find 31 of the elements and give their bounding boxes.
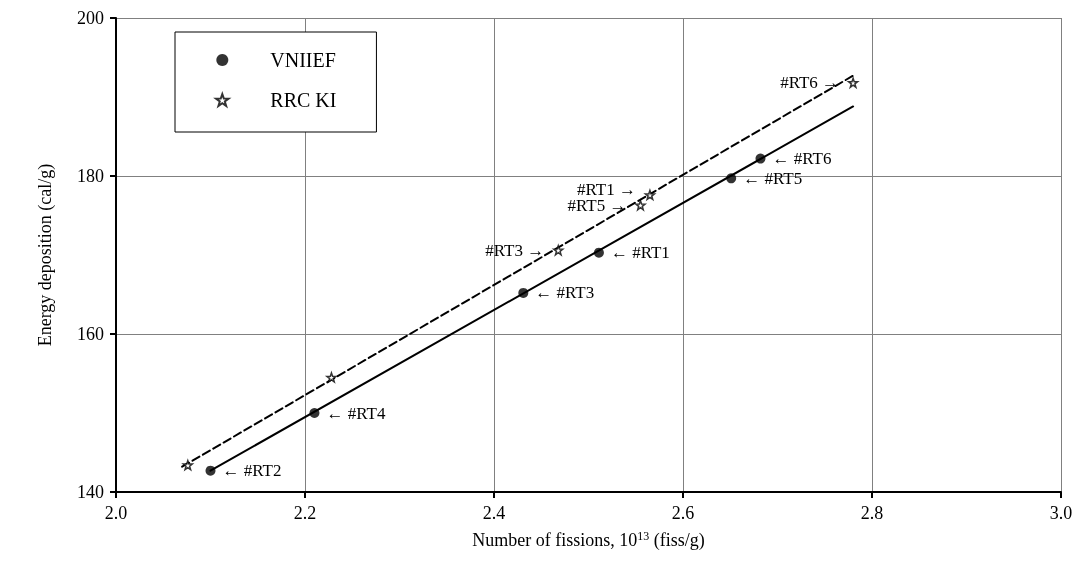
legend-label: RRC KI xyxy=(270,89,337,111)
point xyxy=(205,465,216,476)
x-tick-label: 3.0 xyxy=(1049,503,1073,523)
annotation: ← #RT5 xyxy=(743,168,803,188)
point xyxy=(518,287,529,298)
point xyxy=(309,408,320,418)
x-tick-label: 2.6 xyxy=(671,503,695,523)
x-tick-label: 2.2 xyxy=(293,503,317,523)
legend-label: VNIIEF xyxy=(270,49,336,71)
point xyxy=(644,189,656,201)
annotation: #RT6 → xyxy=(780,73,840,93)
x-tick-label: 2.4 xyxy=(482,503,506,523)
y-tick-label: 160 xyxy=(77,324,104,344)
annotation: ← #RT4 xyxy=(326,403,386,423)
point xyxy=(847,77,859,89)
point xyxy=(635,199,646,211)
x-tick-label: 2.0 xyxy=(104,503,128,523)
y-axis-title: Energy deposition (cal/g) xyxy=(35,163,56,347)
point xyxy=(182,459,194,471)
annotation: ← #RT3 xyxy=(535,283,595,303)
y-tick-label: 140 xyxy=(77,482,104,502)
annotation: #RT3 → xyxy=(485,240,545,260)
point xyxy=(593,247,604,258)
y-tick-label: 180 xyxy=(77,166,104,186)
x-tick-label: 2.8 xyxy=(860,503,884,523)
annotation: ← #RT2 xyxy=(222,461,282,481)
annotation: ← #RT6 xyxy=(772,149,832,169)
point xyxy=(755,153,766,164)
annotation: ← #RT1 xyxy=(610,243,670,263)
y-tick-label: 200 xyxy=(77,8,104,28)
point xyxy=(726,173,737,184)
